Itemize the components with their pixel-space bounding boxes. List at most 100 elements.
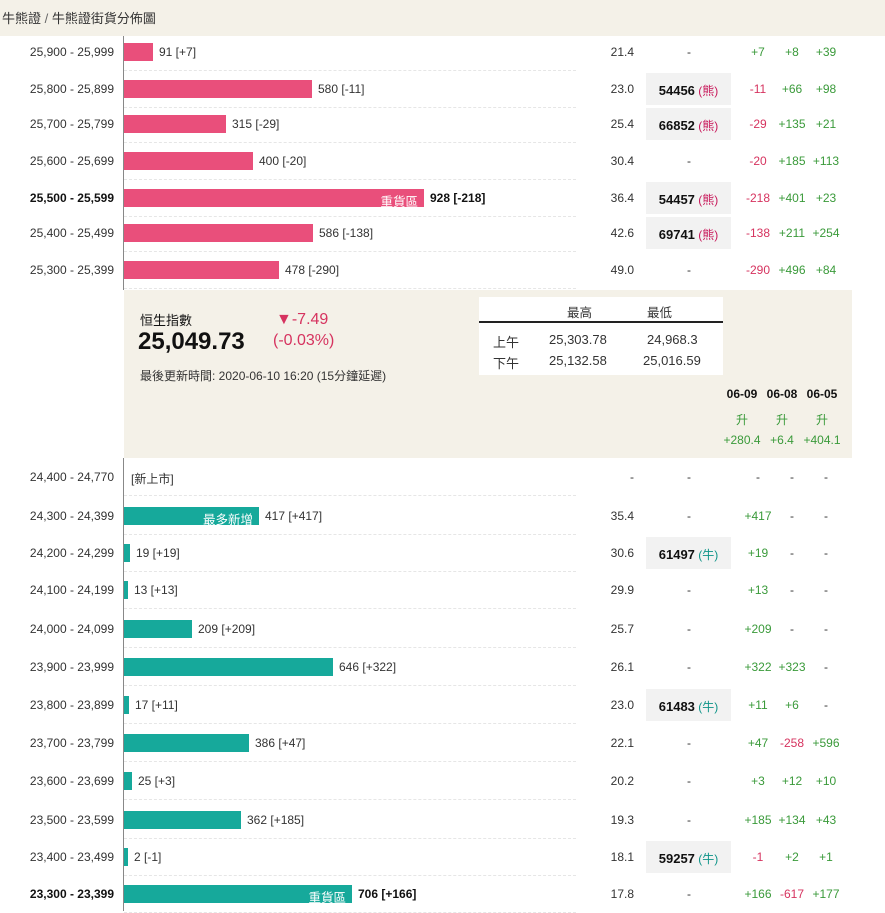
- pm-low: 25,016.59: [643, 353, 701, 368]
- warrant-code[interactable]: 54457 (熊): [646, 191, 731, 208]
- strike-range: 23,500 - 23,599: [29, 813, 114, 827]
- strike-range: 24,000 - 24,099: [29, 622, 114, 636]
- bear-bar[interactable]: [124, 43, 153, 61]
- warrant-type-badge: (牛): [694, 852, 719, 866]
- row-separator: [124, 571, 576, 572]
- hsi-equivalent-value: 49.0: [610, 263, 634, 277]
- row-separator: [124, 723, 576, 724]
- daily-change-3: -: [824, 546, 828, 560]
- bear-bar[interactable]: 重貨區: [124, 189, 424, 209]
- daily-change-2: +135: [778, 117, 806, 131]
- bull-bar[interactable]: [124, 581, 128, 599]
- daily-change-2: +401: [778, 191, 806, 205]
- bear-bar[interactable]: [124, 152, 253, 170]
- bull-bar[interactable]: [124, 544, 130, 562]
- daily-change-2: -617: [779, 887, 805, 901]
- hsi-equivalent-value: 25.7: [610, 622, 634, 636]
- strike-range: 25,900 - 25,999: [29, 45, 114, 59]
- header-underline: [479, 321, 723, 323]
- daily-change-2: +211: [778, 226, 806, 240]
- warrant-code-number[interactable]: 61483: [658, 699, 695, 714]
- warrant-code-number[interactable]: 54457: [658, 192, 695, 207]
- strike-range: 23,400 - 23,499: [29, 850, 114, 864]
- strike-range: 24,200 - 24,299: [29, 546, 114, 560]
- bull-bar[interactable]: [124, 772, 132, 790]
- top-code-cell: -: [687, 774, 691, 788]
- top-code-cell[interactable]: 54457 (熊): [646, 182, 731, 214]
- daily-change-1: -11: [749, 82, 767, 96]
- bull-bar[interactable]: [124, 658, 333, 676]
- outstanding-count: 2 [-1]: [134, 850, 162, 864]
- high-header: 最高: [567, 306, 593, 320]
- hsi-equivalent-value: 30.4: [610, 154, 634, 168]
- outstanding-count: 646 [+322]: [339, 660, 397, 674]
- top-code-cell[interactable]: 69741 (熊): [646, 217, 731, 249]
- date-header-3: 06-05: [806, 387, 838, 401]
- bull-bar[interactable]: [124, 811, 241, 829]
- daily-change-3: +1: [819, 850, 833, 864]
- daily-change-2: +66: [781, 82, 803, 96]
- am-low: 24,968.3: [647, 332, 698, 347]
- bear-bar[interactable]: [124, 115, 226, 133]
- hsi-equivalent-value: 36.4: [610, 191, 634, 205]
- outstanding-count: 362 [+185]: [247, 813, 305, 827]
- daily-change-1: -: [756, 470, 760, 484]
- bull-bar[interactable]: [124, 734, 249, 752]
- daily-change-3: +23: [815, 191, 837, 205]
- warrant-code[interactable]: 69741 (熊): [646, 226, 731, 243]
- bear-bar[interactable]: [124, 80, 312, 98]
- outstanding-count: 209 [+209]: [198, 622, 256, 636]
- warrant-code[interactable]: 61497 (牛): [646, 546, 731, 563]
- outstanding-count: 417 [+417]: [265, 509, 323, 523]
- warrant-code[interactable]: 66852 (熊): [646, 117, 731, 134]
- daily-change-2: -: [790, 622, 794, 636]
- trend-value-3: +404.1: [803, 433, 841, 447]
- top-code-cell[interactable]: 66852 (熊): [646, 108, 731, 140]
- bull-bar[interactable]: [124, 620, 192, 638]
- daily-change-2: +12: [781, 774, 803, 788]
- outstanding-count: 386 [+47]: [255, 736, 306, 750]
- top-code-cell[interactable]: 59257 (牛): [646, 841, 731, 873]
- daily-change-2: +185: [778, 154, 806, 168]
- warrant-code-number[interactable]: 66852: [658, 118, 695, 133]
- daily-change-1: +417: [744, 509, 772, 523]
- row-separator: [124, 761, 576, 762]
- last-updated: 最後更新時間: 2020-06-10 16:20 (15分鐘延遲): [140, 369, 387, 383]
- warrant-code-number[interactable]: 69741: [658, 227, 695, 242]
- top-code-cell: -: [687, 887, 691, 901]
- bull-bar[interactable]: 重貨區: [124, 885, 352, 905]
- row-separator: [124, 534, 576, 535]
- warrant-code[interactable]: 61483 (牛): [646, 698, 731, 715]
- warrant-code[interactable]: 54456 (熊): [646, 82, 731, 99]
- outstanding-count: 13 [+13]: [134, 583, 178, 597]
- breadcrumb-link-cbbc[interactable]: 牛熊證: [2, 11, 42, 26]
- bear-bar[interactable]: [124, 261, 279, 279]
- daily-change-3: -: [824, 583, 828, 597]
- daily-change-2: -258: [779, 736, 805, 750]
- axis-line-bottom: [123, 458, 124, 911]
- warrant-code-number[interactable]: 61497: [658, 547, 695, 562]
- warrant-code[interactable]: 59257 (牛): [646, 850, 731, 867]
- bull-bar[interactable]: [124, 696, 129, 714]
- daily-change-2: +2: [785, 850, 799, 864]
- daily-change-3: +43: [815, 813, 837, 827]
- outstanding-count: 706 [+166]: [358, 887, 417, 901]
- am-label: 上午: [493, 335, 520, 350]
- row-separator: [124, 179, 576, 180]
- daily-change-2: +496: [778, 263, 806, 277]
- row-separator: [124, 799, 576, 800]
- top-code-cell[interactable]: 61497 (牛): [646, 537, 731, 569]
- daily-change-3: -: [824, 622, 828, 636]
- top-code-cell[interactable]: 54456 (熊): [646, 73, 731, 105]
- warrant-code-number[interactable]: 54456: [658, 83, 695, 98]
- bear-bar[interactable]: [124, 224, 313, 242]
- bull-bar[interactable]: 最多新增: [124, 507, 259, 527]
- bull-bar[interactable]: [124, 848, 128, 866]
- daily-change-1: -20: [749, 154, 767, 168]
- top-code-cell[interactable]: 61483 (牛): [646, 689, 731, 721]
- daily-change-2: +134: [778, 813, 806, 827]
- warrant-code-number[interactable]: 59257: [658, 851, 695, 866]
- daily-change-1: -1: [752, 850, 764, 864]
- row-separator: [124, 875, 576, 876]
- daily-change-2: -: [790, 470, 794, 484]
